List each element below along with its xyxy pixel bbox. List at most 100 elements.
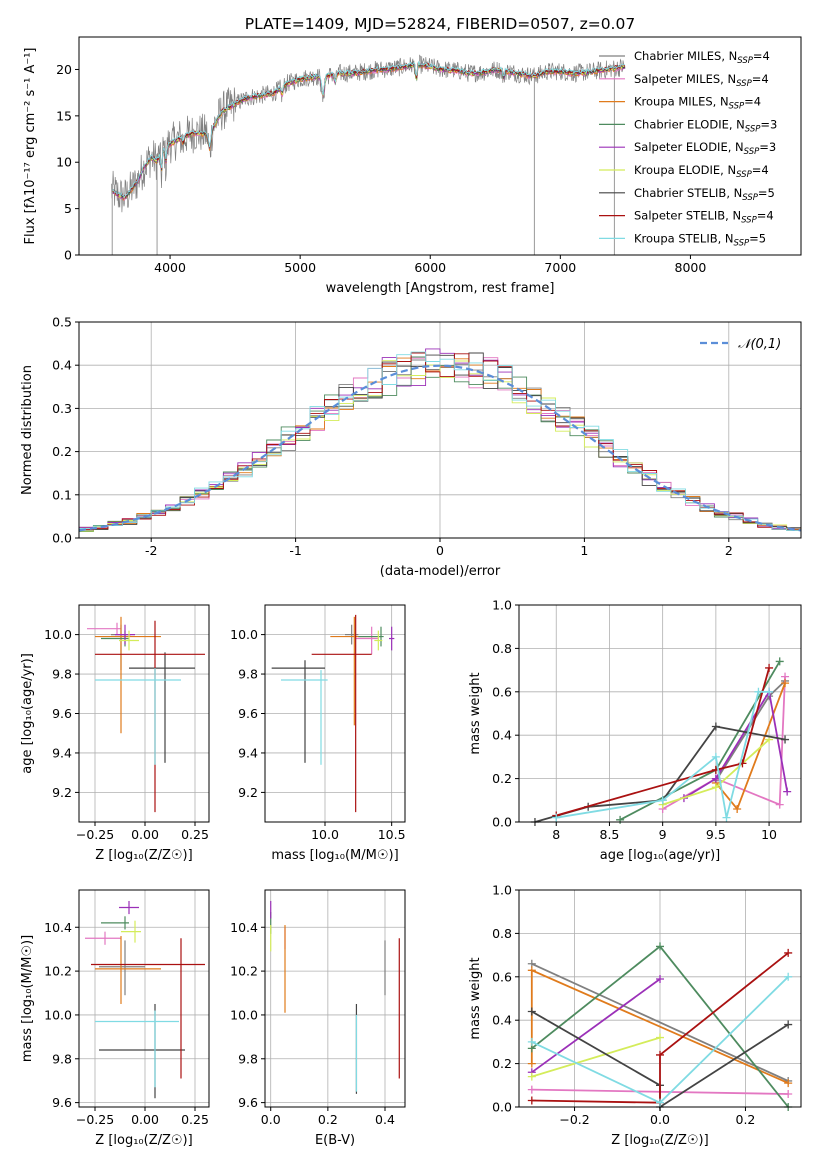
- chart-spectrum: 4000 5000 6000 7000 8000 0 5 10 15 20 wavelength […: [23, 36, 802, 296]
- legend-entry: Kroupa STELIB, NSSP=5: [634, 231, 766, 248]
- axes-frame-mass-weight-vs-age: 8 8.5 9 9.5 10 0.0 0.2 0.4 0.6 0.8 1.0 age [log₁₀(a…: [468, 598, 802, 863]
- plus-marker: [711, 783, 720, 792]
- errorbar-point: [95, 936, 161, 1004]
- plus-marker: [711, 722, 720, 731]
- plus-marker: [733, 804, 742, 813]
- y-axis-label: mass weight: [468, 957, 483, 1039]
- legend-entry: Salpeter ELODIE, NSSP=3: [634, 140, 776, 157]
- histogram-lines: [79, 348, 801, 534]
- x-tick-label: −0.2: [559, 1112, 589, 1127]
- y-tick-label: 10.0: [44, 627, 72, 642]
- x-tick-label: 8.5: [600, 827, 620, 842]
- chart-mass-weight-vs-age: 8 8.5 9 9.5 10 0.0 0.2 0.4 0.6 0.8 1.0 age [log₁₀(a…: [468, 598, 802, 863]
- errorbar-point: [129, 652, 195, 763]
- plus-marker: [754, 687, 763, 696]
- errorbar-point: [91, 938, 205, 1079]
- y-tick-label: 10.2: [230, 964, 258, 979]
- x-tick-label: 0.25: [181, 1112, 209, 1127]
- x-tick-label: 0.4: [375, 1112, 395, 1127]
- plus-marker: [656, 1050, 664, 1059]
- series-line: [531, 1036, 661, 1078]
- x-tick-label: 9: [659, 827, 667, 842]
- plus-marker: [527, 1007, 536, 1016]
- x-tick-label: 7000: [544, 260, 576, 275]
- plus-marker: [656, 974, 664, 983]
- series-line: [531, 962, 789, 1082]
- plus-marker: [527, 1096, 536, 1105]
- axes-border: [78, 36, 802, 256]
- errorbar-point: [271, 660, 325, 763]
- x-axis-label: Z [log₁₀(Z/Z☉)]: [611, 1133, 708, 1148]
- x-axis-label: mass [log₁₀(M/M☉)]: [271, 848, 398, 863]
- errorbar-point: [115, 624, 135, 645]
- plus-marker: [552, 813, 561, 822]
- legend-entry: Chabrier STELIB, NSSP=5: [634, 186, 775, 203]
- plus-marker: [784, 972, 793, 981]
- y-tick-label: 5: [64, 201, 72, 216]
- y-tick-label: 10.4: [230, 920, 258, 935]
- plus-marker: [527, 1085, 536, 1094]
- plot-area-spectrum: [111, 54, 626, 255]
- series-line: [531, 952, 789, 1104]
- x-tick-label: 0: [436, 543, 444, 558]
- axes-frame-mass-vs-ebv: 0.0 0.2 0.4 9.6 9.8 10.0 10.2 10.4 E(B-V): [230, 889, 406, 1148]
- plot-area-age-vs-mass: [271, 614, 395, 813]
- plus-marker: [784, 1079, 793, 1088]
- errorbar-point: [95, 616, 161, 734]
- plus-marker: [527, 1037, 536, 1046]
- plus-marker: [722, 813, 731, 822]
- y-tick-label: 9.4: [52, 745, 72, 760]
- x-tick-label: 0.0: [261, 1112, 281, 1127]
- lines-mass-weight-vs-age: [530, 657, 792, 826]
- x-tick-label: 10: [761, 827, 777, 842]
- axes-frame-mass-vs-Z: −0.25 0.00 0.25 9.6 9.8 10.0 10.2 10.4 Z [log₁₀(…: [20, 889, 210, 1148]
- x-tick-label: 1: [580, 543, 588, 558]
- y-tick-label: 10.0: [230, 627, 258, 642]
- plus-marker: [616, 815, 625, 824]
- plus-marker: [656, 942, 664, 951]
- y-tick-label: 0.4: [492, 1013, 512, 1028]
- errorbar-point: [389, 626, 395, 651]
- plus-marker: [784, 948, 793, 957]
- axes-frame-age-vs-mass: 10.0 10.5 9.2 9.4 9.6 9.8 10.0 mass [log₁₀(M/M☉…: [230, 604, 406, 863]
- plot-area-residuals: [79, 348, 801, 534]
- x-tick-label: 10.5: [378, 827, 406, 842]
- errorbar-point: [374, 630, 383, 651]
- x-axis-label: age [log₁₀(age/yr)]: [600, 848, 721, 863]
- chart-mass-vs-Z: −0.25 0.00 0.25 9.6 9.8 10.0 10.2 10.4 Z [log₁₀(…: [20, 889, 210, 1148]
- plot-area-age-vs-Z: [87, 616, 205, 813]
- y-tick-label: 0: [64, 248, 72, 263]
- x-tick-label: 8: [552, 827, 560, 842]
- y-tick-label: 0.4: [52, 358, 72, 373]
- series-kroupa-stelib: [552, 687, 774, 822]
- y-tick-label: 10.2: [44, 964, 72, 979]
- plus-marker: [781, 735, 790, 744]
- errorbars-age-vs-mass: [271, 614, 395, 813]
- series-salpeter-stelib: [527, 948, 793, 1107]
- x-axis-label: Z [log₁₀(Z/Z☉)]: [95, 1133, 192, 1148]
- y-tick-label: 9.2: [52, 785, 72, 800]
- plus-marker: [658, 796, 667, 805]
- errorbar-point: [99, 940, 145, 996]
- chart-age-vs-mass: 10.0 10.5 9.2 9.4 9.6 9.8 10.0 mass [log₁₀(M/M☉…: [230, 604, 406, 863]
- axes-frame-age-vs-Z: −0.25 0.00 0.25 9.2 9.4 9.6 9.8 10.0 Z [log₁₀(Z/…: [20, 604, 210, 863]
- errorbar-point: [281, 670, 328, 765]
- plus-marker: [784, 1020, 793, 1029]
- axes-border: [78, 889, 210, 1108]
- y-tick-label: 10: [56, 155, 72, 170]
- x-tick-label: -1: [289, 543, 301, 558]
- series-line: [534, 725, 786, 823]
- y-axis-label: Normed distribution: [20, 365, 35, 495]
- y-tick-label: 15: [56, 108, 72, 123]
- y-tick-label: 0.2: [492, 771, 512, 786]
- spectrum-lines: [111, 54, 626, 255]
- y-tick-label: 0.8: [492, 926, 512, 941]
- y-tick-label: 9.2: [238, 785, 258, 800]
- x-tick-label: 0.2: [736, 1112, 756, 1127]
- legend-residuals: 𝒩(0,1): [700, 337, 781, 352]
- series-kroupa-stelib: [527, 972, 793, 1107]
- axes-frame-residuals: -2 -1 0 1 2 0.0 0.1 0.2 0.3 0.4 0.5 (data-model)/er…: [20, 315, 802, 579]
- x-tick-label: -2: [145, 543, 157, 558]
- x-axis-label: wavelength [Angstrom, rest frame]: [326, 281, 555, 296]
